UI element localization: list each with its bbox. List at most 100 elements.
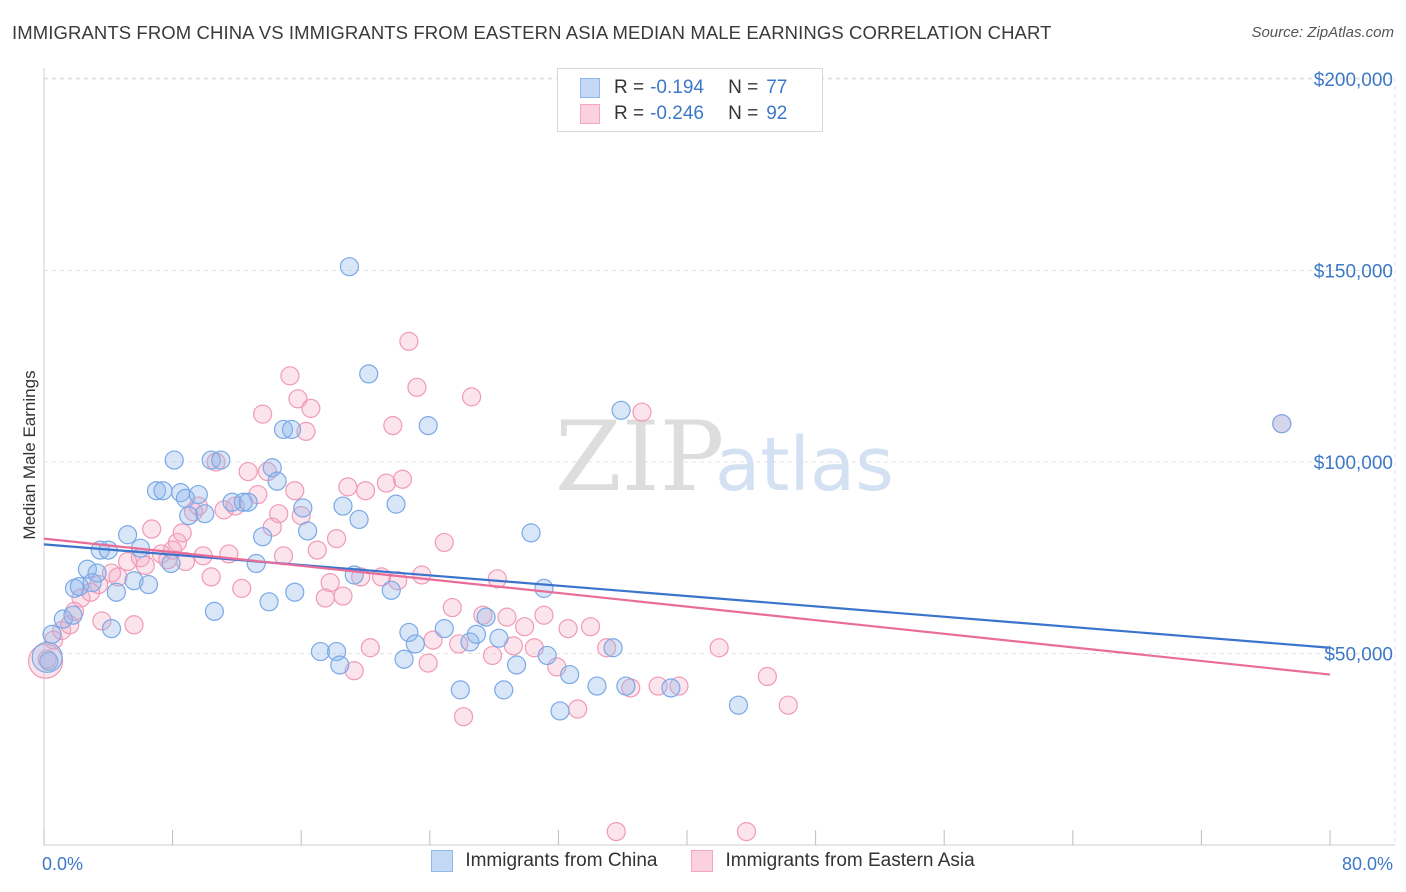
point-eastern-asia — [407, 377, 427, 397]
point-eastern-asia — [238, 461, 258, 482]
point-eastern-asia — [167, 532, 188, 553]
point-china — [146, 481, 167, 501]
point-eastern-asia — [568, 699, 588, 719]
point-eastern-asia — [558, 619, 578, 639]
watermark-atlas: atlas — [715, 422, 894, 508]
point-china — [298, 521, 318, 541]
point-china — [359, 364, 379, 384]
series-legend-eastern-asia: Immigrants from Eastern Asia — [691, 850, 975, 872]
point-china — [494, 680, 514, 700]
point-china — [259, 592, 279, 612]
point-china — [386, 494, 406, 514]
point-eastern-asia — [124, 615, 144, 635]
point-china — [399, 622, 419, 643]
point-china — [349, 509, 369, 530]
point-eastern-asia — [81, 582, 101, 602]
point-china — [201, 450, 221, 470]
point-china — [661, 678, 681, 698]
point-eastern-asia — [288, 389, 308, 409]
point-eastern-asia — [326, 528, 347, 549]
point-eastern-asia — [338, 477, 358, 497]
point-china — [476, 607, 496, 627]
point-eastern-asia — [597, 638, 617, 658]
point-eastern-asia — [232, 578, 252, 598]
point-china — [293, 498, 313, 518]
point-china — [534, 578, 554, 598]
point-china — [460, 632, 480, 652]
point-china — [82, 573, 102, 593]
point-eastern-asia — [778, 695, 798, 715]
point-china — [273, 419, 294, 440]
point-china — [603, 638, 623, 658]
point-china — [204, 601, 224, 621]
point-china — [39, 651, 59, 671]
point-eastern-asia — [383, 416, 403, 436]
legend-swatch-china — [580, 78, 600, 98]
point-eastern-asia — [320, 573, 340, 593]
point-china — [164, 450, 184, 470]
point-eastern-asia — [253, 404, 273, 424]
point-china — [53, 609, 73, 629]
point-china — [381, 580, 401, 600]
point-eastern-asia — [515, 617, 535, 637]
point-eastern-asia — [269, 504, 289, 524]
point-china — [253, 527, 273, 547]
point-eastern-asia — [399, 331, 419, 351]
point-china — [153, 481, 173, 501]
series-eastern-asia-points — [28, 331, 1292, 842]
legend-swatch-eastern-asia — [580, 104, 600, 124]
point-china — [507, 655, 527, 675]
point-eastern-asia — [709, 638, 729, 658]
point-eastern-asia — [201, 567, 221, 587]
point-china — [87, 563, 107, 583]
series-legend: Immigrants from China Immigrants from Ea… — [0, 850, 1406, 872]
point-china — [63, 605, 83, 625]
point-eastern-asia — [280, 366, 300, 386]
point-eastern-asia — [482, 645, 503, 666]
point-eastern-asia — [461, 387, 482, 407]
point-china — [616, 676, 636, 696]
point-eastern-asia — [214, 500, 234, 520]
legend-n-value: 92 — [766, 103, 788, 124]
point-china — [117, 525, 138, 545]
point-china — [333, 496, 353, 516]
point-eastern-asia — [355, 481, 376, 501]
legend-r-label: R = — [614, 77, 645, 98]
point-china — [195, 504, 215, 524]
point-eastern-asia — [108, 567, 128, 587]
point-eastern-asia — [296, 421, 316, 441]
point-eastern-asia — [669, 676, 689, 696]
legend-r-value: -0.194 — [650, 77, 704, 98]
point-china — [233, 492, 253, 512]
point-china — [330, 655, 350, 675]
source-note: Source: ZipAtlas.com — [1251, 24, 1394, 41]
legend-n-label: N = — [728, 103, 759, 124]
point-eastern-asia — [580, 617, 601, 637]
series-legend-swatch-eastern-asia — [691, 850, 714, 872]
point-china — [434, 619, 454, 639]
series-china-points — [31, 257, 1292, 721]
point-eastern-asia — [473, 605, 493, 625]
point-eastern-asia — [376, 473, 396, 493]
chart-title: IMMIGRANTS FROM CHINA VS IMMIGRANTS FROM… — [12, 22, 1052, 43]
point-china — [188, 484, 208, 505]
trend-line-eastern-asia — [43, 537, 1331, 676]
series-legend-label-china: Immigrants from China — [465, 850, 658, 871]
point-eastern-asia — [333, 586, 353, 606]
point-eastern-asia — [442, 597, 462, 618]
point-eastern-asia — [736, 821, 757, 842]
point-eastern-asia — [360, 638, 380, 658]
watermark: ZIP atlas — [555, 401, 894, 513]
series-legend-label-eastern-asia: Immigrants from Eastern Asia — [725, 850, 975, 871]
point-eastern-asia — [301, 398, 321, 418]
correlation-legend: R = -0.194 N = 77 R = -0.246 N = 92 — [557, 68, 823, 132]
watermark-zip: ZIP — [555, 401, 724, 513]
y-axis-label: Median Male Earnings — [20, 370, 39, 539]
legend-r-label: R = — [614, 103, 645, 124]
point-china — [179, 506, 199, 526]
point-china — [138, 574, 159, 595]
axes — [43, 68, 1395, 846]
point-eastern-asia-cluster — [28, 643, 64, 679]
point-eastern-asia — [142, 519, 162, 539]
